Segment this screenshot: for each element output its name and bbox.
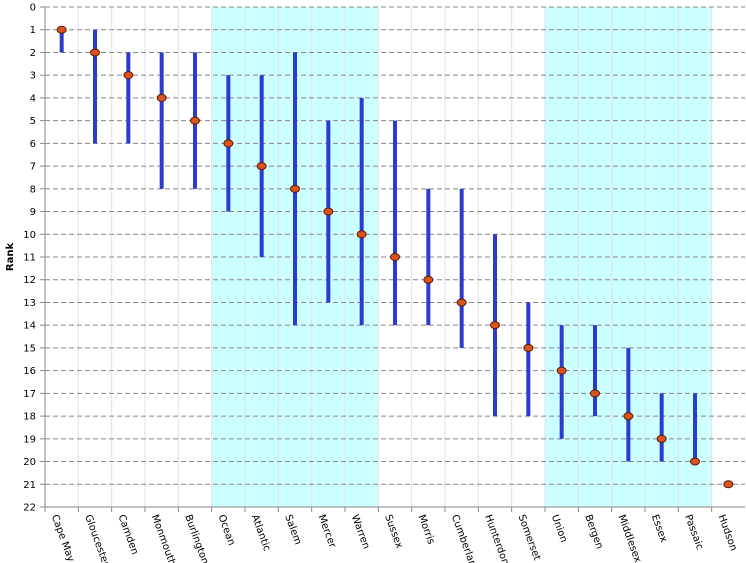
rank-point: [56, 25, 67, 34]
y-tick-label: 20: [23, 457, 36, 468]
interval-bar: [559, 325, 564, 439]
y-tick-label: 4: [30, 93, 36, 104]
interval-bar: [659, 393, 664, 462]
y-tick-label: 19: [23, 434, 36, 445]
rank-point: [590, 389, 600, 398]
x-tick-label: Morris: [416, 513, 437, 546]
y-tick-label: 7: [30, 162, 36, 173]
x-tick-label: Burlington: [182, 513, 210, 563]
x-tick-label: Sussex: [382, 513, 404, 550]
rank-point: [390, 253, 400, 261]
rank-point: [356, 230, 367, 239]
y-axis-title: Rank: [5, 243, 16, 272]
x-tick-label: Bergen: [582, 513, 605, 550]
y-tick-label: 22: [23, 503, 36, 514]
rank-point: [290, 184, 300, 193]
x-tick-label: Salem: [282, 513, 303, 546]
rank-point: [156, 93, 167, 102]
x-tick-label: Atlantic: [249, 513, 272, 552]
interval-bar: [426, 188, 431, 326]
x-tick-label: Cape May: [49, 513, 76, 563]
x-tick-label: Hunterdon: [482, 513, 510, 563]
y-tick-label: 5: [30, 116, 36, 127]
rank-point: [423, 275, 434, 284]
x-tick-label: Gloucester: [82, 513, 111, 563]
rank-point: [690, 457, 700, 466]
interval-bar: [59, 29, 64, 53]
y-tick-label: 9: [30, 207, 36, 218]
y-tick-label: 17: [23, 389, 36, 400]
rank-point: [90, 48, 100, 57]
rank-point: [190, 116, 200, 125]
x-tick-label: Warren: [349, 513, 372, 550]
y-tick-label: 6: [30, 139, 36, 150]
rank-point: [323, 207, 334, 216]
y-tick-label: 13: [23, 298, 36, 309]
x-tick-label: Monmouth: [149, 513, 178, 563]
interval-bar: [93, 29, 97, 144]
x-tick-label: Passaic: [682, 513, 705, 551]
interval-bar: [526, 302, 531, 417]
x-tick-label: Union: [549, 513, 569, 544]
y-tick-label: 16: [23, 366, 36, 377]
y-tick-label: 2: [30, 48, 36, 59]
y-tick-label: 1: [30, 25, 36, 36]
rank-point: [623, 412, 634, 421]
rank-point: [723, 480, 734, 489]
interval-bar: [159, 52, 164, 189]
y-tick-label: 10: [23, 230, 36, 241]
x-tick-label: Camden: [116, 513, 141, 556]
interval-bar: [593, 325, 597, 417]
rank-point: [523, 343, 534, 352]
interval-bar: [126, 52, 131, 144]
rank-point: [223, 139, 234, 148]
y-tick-label: 18: [23, 412, 36, 423]
x-tick-label: Hudson: [716, 513, 739, 552]
y-tick-label: 3: [30, 71, 36, 82]
y-tick-label: 21: [23, 480, 36, 491]
rank-point: [490, 321, 500, 330]
y-tick-label: 8: [30, 184, 36, 195]
x-tick-label: Middlesex: [616, 513, 644, 563]
rank-point: [556, 366, 567, 375]
rank-point: [456, 298, 467, 307]
rank-point: [256, 162, 267, 171]
x-tick-label: Essex: [649, 513, 669, 544]
x-tick-label: Somerset: [516, 513, 543, 562]
interval-bar: [393, 120, 397, 326]
y-tick-label: 0: [30, 3, 36, 14]
x-tick-label: Mercer: [316, 513, 338, 550]
interval-bar: [626, 347, 631, 462]
interval-bar: [459, 188, 464, 348]
interval-bar: [693, 393, 697, 462]
x-tick-label: Ocean: [216, 513, 237, 547]
x-tick-label: Cumberland: [449, 513, 480, 563]
y-tick-label: 11: [23, 253, 36, 264]
y-tick-label: 12: [23, 275, 36, 286]
interval-bar: [359, 97, 364, 326]
y-tick-label: 15: [23, 343, 36, 354]
rank-point: [656, 434, 667, 443]
rank-point: [123, 71, 134, 80]
y-tick-label: 14: [23, 321, 36, 332]
